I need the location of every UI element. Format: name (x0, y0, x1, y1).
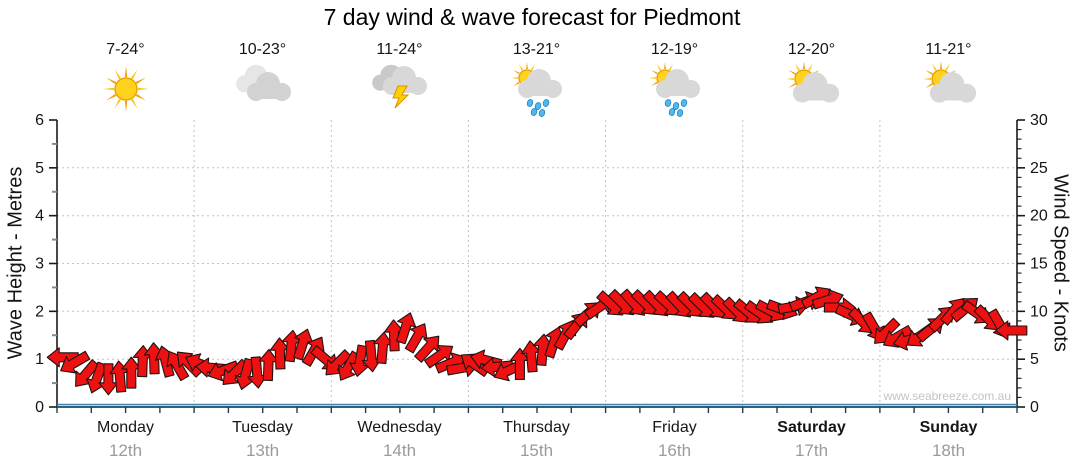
wind-arrow (424, 344, 454, 369)
left-tick-label: 1 (35, 351, 44, 368)
date-label-14th: 14th (382, 441, 417, 460)
right-tick-label: 0 (1030, 399, 1039, 416)
right-tick-label: 5 (1030, 351, 1039, 368)
temp-range-tuesday: 10-23° (238, 41, 287, 58)
right-tick-label: 30 (1030, 112, 1048, 129)
wind-arrow (520, 340, 542, 373)
day-label-wednesday: Wednesday (357, 419, 442, 436)
wind-arrow (337, 350, 361, 381)
wind-arrow (481, 357, 514, 378)
wind-arrow (532, 333, 554, 366)
right-tick-label: 20 (1030, 208, 1048, 225)
wind-arrow (98, 363, 119, 396)
day-label-friday: Friday (652, 419, 697, 436)
temp-range-wednesday: 11-24° (376, 41, 423, 58)
wind-arrow (349, 344, 370, 377)
wind-arrow (414, 335, 440, 363)
wind-arrow (509, 347, 530, 380)
partly-cloudy-icon (922, 62, 976, 103)
right-tick-label: 10 (1030, 303, 1048, 320)
weather-icon-storm (331, 62, 468, 118)
partly-cloudy-icon (785, 62, 839, 103)
wind-arrow (247, 356, 268, 389)
wind-arrow (995, 320, 1028, 341)
left-tick-label: 0 (35, 399, 44, 416)
right-tick-label: 25 (1030, 160, 1048, 177)
left-tick-label: 6 (35, 112, 44, 129)
day-label-thursday: Thursday (503, 419, 570, 436)
day-label-monday: Monday (97, 419, 154, 436)
date-label-17th: 17th (794, 441, 829, 460)
left-tick-label: 5 (35, 160, 44, 177)
left-tick-label: 4 (35, 208, 44, 225)
wind-arrow (143, 342, 165, 375)
wind-arrow (404, 323, 428, 354)
wind-arrow (372, 331, 394, 365)
weather-icon-partly-cloudy-2 (880, 62, 1017, 118)
wind-arrow (269, 337, 290, 370)
page-title: 7 day wind & wave forecast for Piedmont (323, 4, 741, 30)
temp-range-monday: 7-24° (106, 41, 145, 58)
wind-arrow (222, 358, 249, 386)
wind-arrow (207, 360, 240, 382)
temp-range-thursday: 13-21° (512, 41, 561, 58)
weather-icon-sun-shower (468, 62, 605, 118)
date-label-18th: 18th (931, 441, 966, 460)
wind-arrow (383, 319, 405, 352)
watermark: www.seabreeze.com.au (883, 389, 1011, 403)
wind-arrow (293, 328, 314, 361)
date-label-15th: 15th (519, 441, 554, 460)
weather-icon-cloudy (194, 62, 331, 118)
weather-icon-partly-cloudy (743, 62, 880, 118)
sun-shower-icon (510, 62, 562, 117)
date-label-16th: 16th (657, 441, 692, 460)
wind-arrow (121, 356, 142, 389)
wind-arrow (46, 347, 79, 368)
day-label-sunday: Sunday (919, 419, 978, 436)
left-tick-label: 2 (35, 303, 44, 320)
weather-icon-sunny (57, 62, 194, 118)
temp-range-friday: 12-19° (650, 41, 699, 58)
day-label-saturday: Saturday (777, 419, 846, 436)
right-tick-label: 15 (1030, 256, 1048, 273)
weather-icon-sun-shower-2 (606, 62, 743, 118)
wind-arrow (325, 349, 352, 376)
wind-arrow (166, 350, 190, 382)
wind-arrow (395, 312, 417, 345)
day-label-tuesday: Tuesday (232, 419, 293, 436)
wind-arrow (258, 348, 279, 382)
cloudy-icon (235, 64, 291, 101)
temp-range-saturday: 12-20° (787, 41, 836, 58)
date-label-12th: 12th (108, 441, 143, 460)
temp-range-sunday: 11-21° (925, 41, 972, 58)
sunny-icon (102, 66, 149, 112)
wind-arrow (60, 350, 91, 374)
storm-icon (371, 64, 427, 109)
sun-shower-icon (648, 62, 700, 117)
left-tick-label: 3 (35, 256, 44, 273)
date-label-13th: 13th (245, 441, 280, 460)
